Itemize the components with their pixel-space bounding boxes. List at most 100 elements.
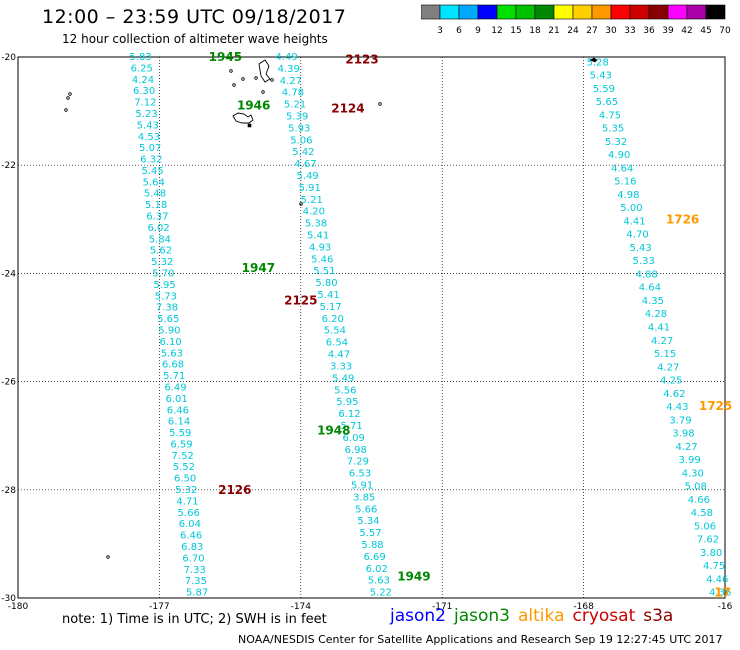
- swh-value: 4.30: [682, 468, 704, 479]
- swh-value: 5.62: [150, 246, 172, 257]
- swh-value: 6.37: [146, 212, 168, 223]
- swh-value: 4.25: [660, 376, 682, 387]
- swh-value: 5.65: [157, 314, 179, 325]
- island-outline: [378, 102, 382, 106]
- swh-value: 5.90: [158, 325, 180, 336]
- swh-value: 3.98: [672, 429, 694, 440]
- swh-value: 4.41: [648, 323, 670, 334]
- island-outline: [589, 57, 598, 63]
- colorbar-swatch: [705, 4, 726, 20]
- swh-value: 5.06: [290, 135, 312, 146]
- swh-value: 6.50: [174, 474, 196, 485]
- pass-time-label: 1946: [237, 99, 270, 113]
- swh-value: 6.12: [338, 409, 360, 420]
- swh-value: 7.12: [134, 98, 156, 109]
- swh-value: 5.38: [305, 219, 327, 230]
- swh-value: 4.75: [599, 110, 621, 121]
- swh-value: 5.00: [620, 203, 642, 214]
- swh-value: 5.80: [315, 278, 337, 289]
- swh-value: 5.64: [143, 177, 165, 188]
- swh-value: 5.16: [614, 177, 636, 188]
- swh-value: 4.27: [657, 362, 679, 373]
- swh-value: 5.71: [340, 421, 362, 432]
- track-group: 4.494.394.274.785.215.395.935.065.424.67…: [276, 52, 393, 599]
- swh-value: 5.49: [332, 373, 354, 384]
- swh-value: 5.06: [694, 521, 716, 532]
- swh-value: 3.80: [700, 548, 722, 559]
- island-outline: [66, 96, 70, 100]
- swh-value: 4.66: [688, 495, 710, 506]
- y-tick-label: -28: [1, 486, 16, 496]
- legend-entry-cryosat: cryosat: [572, 606, 636, 626]
- swh-value: 6.30: [133, 86, 155, 97]
- island-outline: [254, 76, 258, 80]
- swh-value: 5.32: [605, 137, 627, 148]
- island-outline: [68, 92, 72, 96]
- colorbar-label: 70: [719, 26, 731, 36]
- swh-value: 5.52: [173, 462, 195, 473]
- swh-value: 6.02: [147, 223, 169, 234]
- swh-value: 5.21: [301, 195, 323, 206]
- swh-value: 7.62: [697, 535, 719, 546]
- swh-value: 5.15: [654, 349, 676, 360]
- island-outline: [232, 112, 254, 124]
- swh-value: 5.48: [144, 189, 166, 200]
- swh-value: 5.65: [596, 97, 618, 108]
- swh-value: 5.23: [135, 109, 157, 120]
- swh-value: 4.78: [282, 88, 304, 99]
- track-group: 5.28 5.43 5.59 5.65 4.75 5.35 5.32 4.90 4.64 5.16…: [587, 57, 732, 598]
- swh-value: 4.75: [703, 561, 725, 572]
- colorbar-label: 24: [567, 26, 579, 36]
- swh-value: 6.59: [170, 439, 192, 450]
- legend-entry-jason2: jason2: [390, 606, 446, 626]
- colorbar-label: 15: [510, 26, 521, 36]
- swh-value: 5.88: [361, 540, 383, 551]
- swh-value: 6.09: [343, 433, 365, 444]
- swh-value: 5.54: [324, 326, 346, 337]
- swh-value: 6.10: [159, 337, 181, 348]
- swh-value: 6.32: [140, 155, 162, 166]
- colorbar-label: 6: [456, 26, 462, 36]
- swh-value: 4.53: [138, 132, 160, 143]
- swh-value: 6.46: [167, 405, 189, 416]
- chart-note: note: 1) Time is in UTC; 2) SWH is in fe…: [62, 612, 327, 627]
- colorbar-label: 42: [681, 26, 692, 36]
- swh-value: 4.62: [663, 389, 685, 400]
- swh-value: 4.20: [303, 207, 325, 218]
- swh-value: 6.70: [182, 553, 204, 564]
- swh-value: 4.27: [651, 336, 673, 347]
- swh-value: 5.45: [141, 166, 163, 177]
- swh-value: 5.33: [633, 256, 655, 267]
- swh-value: 5.87: [186, 588, 208, 599]
- swh-value: 5.70: [152, 269, 174, 280]
- swh-value: 4.36: [709, 588, 731, 599]
- swh-value: 6.49: [164, 382, 186, 393]
- swh-value: 4.47: [328, 350, 350, 361]
- swh-value: 5.56: [334, 385, 356, 396]
- swh-value: 7.35: [185, 576, 207, 587]
- swh-value: 7.29: [347, 457, 369, 468]
- swh-value: 5.71: [163, 371, 185, 382]
- chart-subtitle: 12 hour collection of altimeter wave hei…: [62, 32, 328, 46]
- swh-value: 7.38: [156, 303, 178, 314]
- swh-value: 5.43: [629, 243, 651, 254]
- island-outline: [261, 90, 265, 94]
- swh-value: 5.59: [169, 428, 191, 439]
- swh-value: 5.49: [296, 171, 318, 182]
- swh-value: 5.63: [161, 348, 183, 359]
- swh-value: 5.57: [359, 528, 381, 539]
- swh-value: 4.49: [276, 52, 298, 63]
- colorbar-label: 39: [662, 26, 674, 36]
- swh-value: 4.88: [636, 269, 658, 280]
- swh-value: 5.07: [139, 143, 161, 154]
- swh-value: 6.14: [168, 417, 190, 428]
- swh-value: 6.83: [181, 542, 203, 553]
- y-tick-label: -30: [1, 594, 16, 604]
- y-tick-label: -26: [1, 378, 16, 388]
- swh-value: 4.70: [626, 230, 648, 241]
- swh-value: 5.08: [685, 482, 707, 493]
- swh-value: 6.46: [180, 531, 202, 542]
- pass-time-label: 1948: [317, 423, 350, 437]
- pass-time-label: 2123: [345, 53, 378, 67]
